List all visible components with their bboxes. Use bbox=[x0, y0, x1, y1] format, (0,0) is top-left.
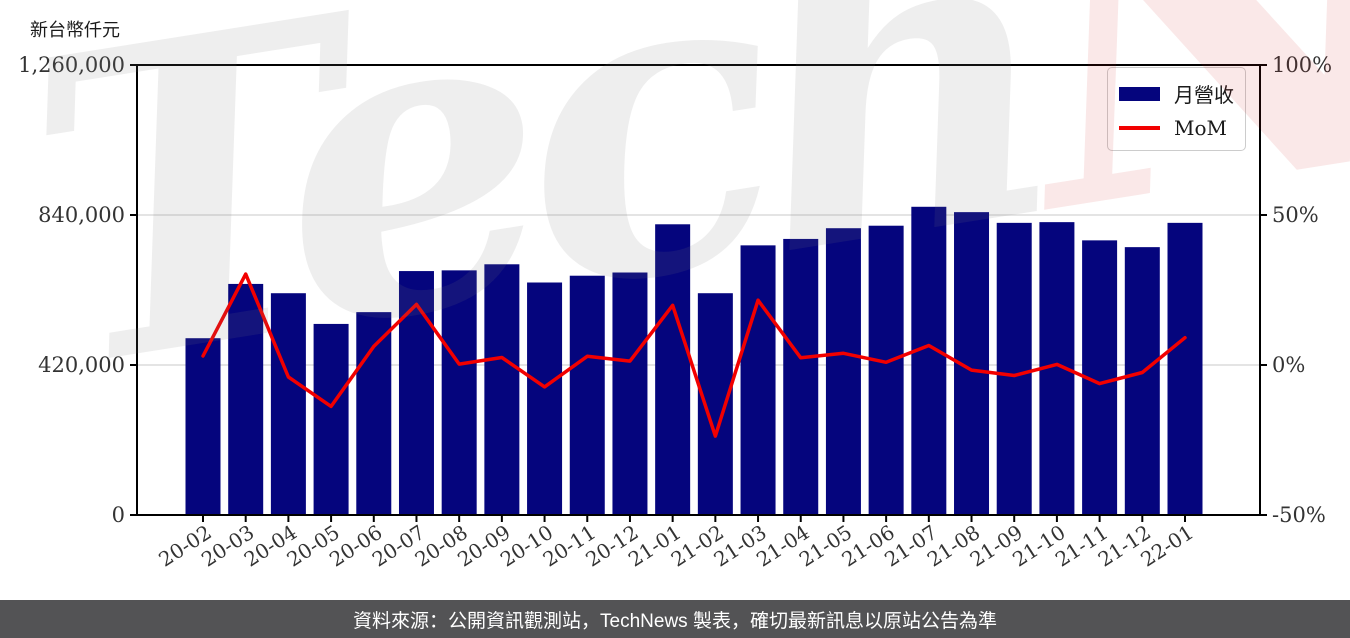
source-footer-bar: 資料來源：公開資訊觀測站，TechNews 製表，確切最新訊息以原站公告為準 bbox=[0, 600, 1350, 638]
revenue-bar-20-02 bbox=[185, 338, 221, 515]
legend-revenue-label: 月營收 bbox=[1174, 83, 1234, 107]
left-axis-unit-label: 新台幣仟元 bbox=[30, 20, 120, 41]
source-text: 資料來源：公開資訊觀測站，TechNews 製表，確切最新訊息以原站公告為準 bbox=[353, 610, 997, 632]
revenue-bar-20-09 bbox=[484, 264, 520, 515]
revenue-bar-21-06 bbox=[868, 225, 904, 515]
legend-entry-revenue: 月營收 bbox=[1108, 75, 1245, 112]
revenue-bar-21-05 bbox=[825, 228, 861, 515]
right-tick-label: 100% bbox=[1272, 53, 1332, 77]
mom-line-swatch bbox=[1119, 126, 1160, 130]
revenue-bar-21-09 bbox=[996, 222, 1032, 515]
chart-legend: 月營收 MoM bbox=[1107, 67, 1246, 151]
revenue-bar-swatch bbox=[1119, 86, 1160, 101]
left-tick-label: 420,000 bbox=[38, 353, 125, 377]
revenue-bar-21-01 bbox=[655, 224, 691, 516]
revenue-bar-20-10 bbox=[527, 282, 563, 515]
right-tick-label: 0% bbox=[1272, 353, 1305, 377]
plot-border bbox=[136, 64, 1261, 516]
revenue-bar-22-01 bbox=[1167, 222, 1203, 515]
revenue-bar-20-12 bbox=[612, 272, 648, 515]
revenue-bar-20-07 bbox=[398, 271, 434, 515]
left-tick-label: 1,260,000 bbox=[18, 53, 125, 77]
revenue-bar-20-05 bbox=[313, 323, 349, 515]
revenue-bar-21-03 bbox=[740, 245, 776, 515]
right-tick-label: -50% bbox=[1272, 503, 1326, 527]
revenue-bar-20-08 bbox=[441, 270, 477, 515]
mom-line bbox=[201, 272, 1187, 438]
revenue-bar-20-03 bbox=[228, 283, 264, 515]
revenue-bar-21-04 bbox=[783, 238, 819, 515]
revenue-bar-20-11 bbox=[569, 275, 605, 515]
left-tick-label: 840,000 bbox=[38, 203, 125, 227]
revenue-bar-21-12 bbox=[1124, 247, 1160, 515]
revenue-bar-21-07 bbox=[911, 206, 947, 516]
revenue-mom-chart: 20-0220-0320-0420-0520-0620-0720-0820-09… bbox=[18, 53, 1332, 572]
right-tick-label: 50% bbox=[1272, 203, 1319, 227]
left-tick-label: 0 bbox=[112, 503, 125, 527]
legend-entry-mom: MoM bbox=[1108, 112, 1245, 144]
revenue-bar-20-06 bbox=[356, 312, 392, 515]
revenue-bar-20-04 bbox=[270, 293, 306, 515]
legend-mom-label: MoM bbox=[1174, 116, 1227, 140]
